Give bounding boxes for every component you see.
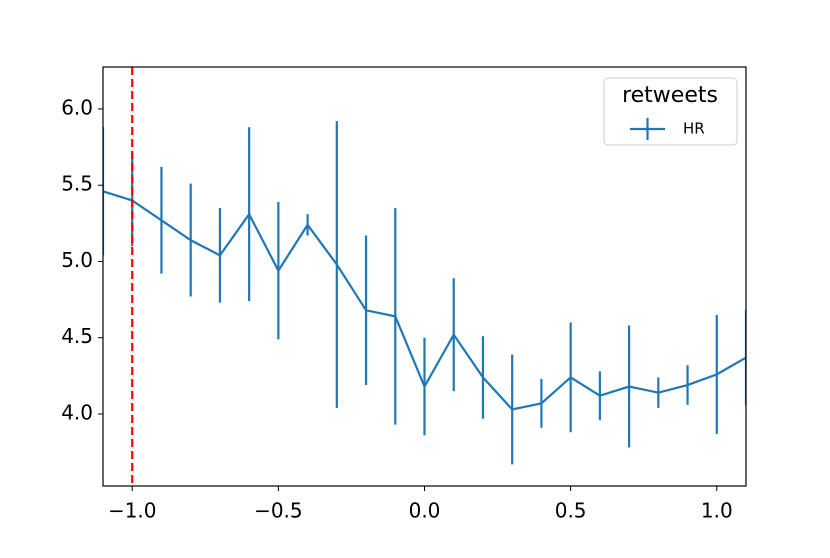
- plot-area: [103, 67, 746, 486]
- y-tick-label: 4.0: [61, 401, 93, 425]
- y-tick-label: 4.5: [61, 324, 93, 348]
- legend-title: retweets: [622, 83, 718, 108]
- x-tick-label: −1.0: [108, 499, 157, 523]
- x-tick-label: 0.5: [555, 499, 587, 523]
- x-tick-label: 1.0: [701, 499, 733, 523]
- y-tick-label: 5.5: [61, 172, 93, 196]
- legend-label: HR: [683, 120, 705, 138]
- y-tick-label: 5.0: [61, 248, 93, 272]
- legend-icon: [630, 118, 665, 140]
- y-tick-label: 6.0: [61, 95, 93, 119]
- x-tick-label: 0.0: [409, 499, 441, 523]
- legend: retweets HR: [603, 77, 738, 146]
- x-tick-label: −0.5: [254, 499, 303, 523]
- series-line: [103, 190, 746, 411]
